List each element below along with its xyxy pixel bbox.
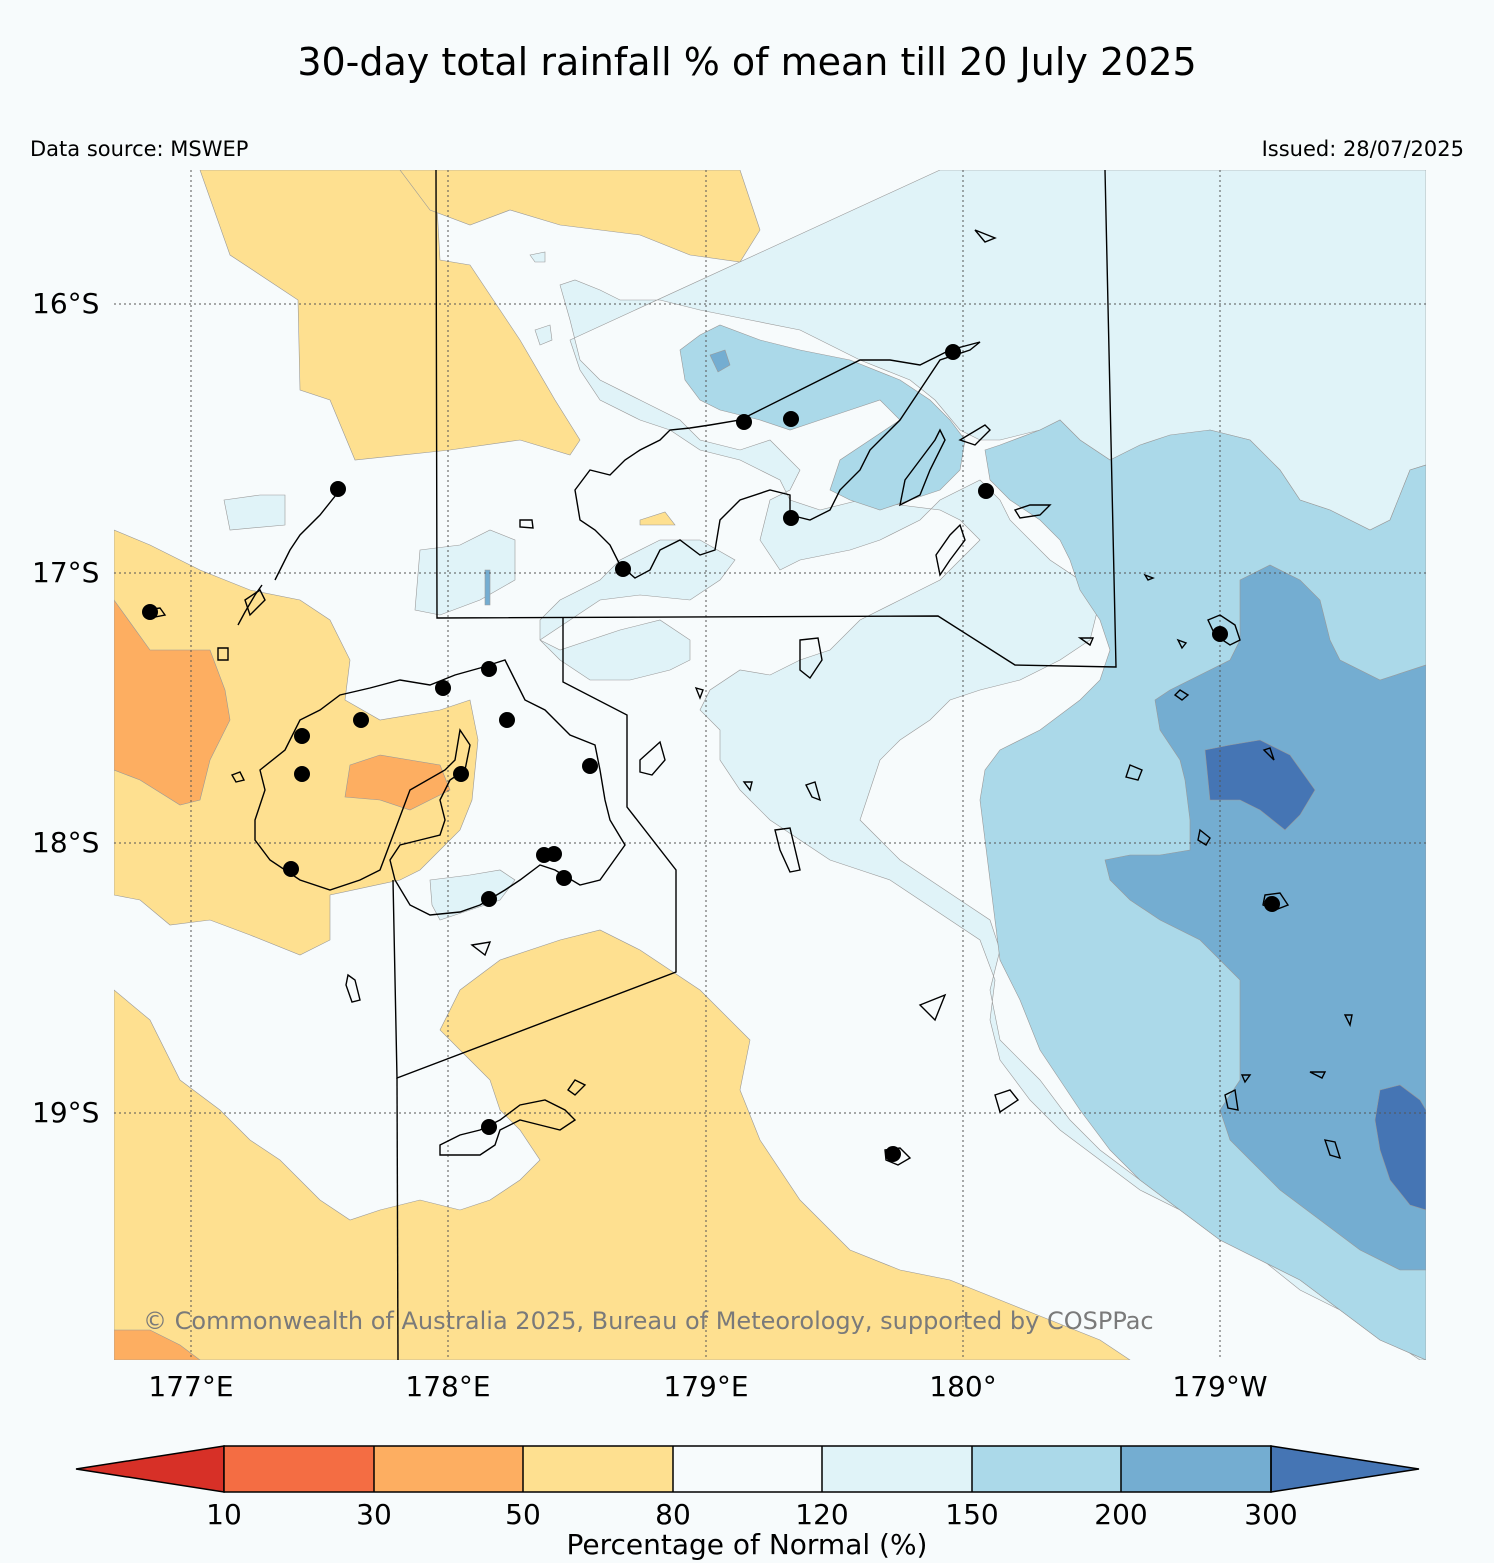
lon-label-179e: 179°E xyxy=(663,1370,748,1403)
rainfall-zone-200-300 xyxy=(484,349,1426,1271)
lon-label-178e: 178°E xyxy=(405,1370,490,1403)
station-marker xyxy=(499,712,515,728)
station-marker xyxy=(294,728,310,744)
station-marker xyxy=(481,1119,497,1135)
station-marker xyxy=(783,510,799,526)
station-marker xyxy=(283,861,299,877)
colorbar-200-300 xyxy=(1121,1446,1271,1492)
colorbar-tick-label: 120 xyxy=(795,1498,848,1531)
grid-lines xyxy=(114,170,1426,1360)
lat-label-17s: 17°S xyxy=(32,556,99,589)
colorbar-50-80 xyxy=(523,1446,673,1492)
station-marker xyxy=(556,870,572,886)
colorbar-tick-label: 30 xyxy=(356,1498,392,1531)
colorbar-10-30 xyxy=(224,1446,374,1492)
colorbar-title: Percentage of Normal (%) xyxy=(567,1528,928,1561)
colorbar-150-200 xyxy=(972,1446,1121,1492)
colorbar-80-120 xyxy=(673,1446,822,1492)
colorbar-legend: 10 30 50 80 120 150 200 300 Percentage o… xyxy=(75,1445,1420,1561)
colorbar-tick-label: 300 xyxy=(1244,1498,1297,1531)
colorbar-lt10 xyxy=(75,1445,225,1493)
station-marker xyxy=(582,758,598,774)
lon-label-177e: 177°E xyxy=(148,1370,233,1403)
rainfall-zone-30-50 xyxy=(114,599,451,1360)
latitude-labels: 16°S 17°S 18°S 19°S xyxy=(32,287,99,1129)
lon-label-179w: 179°W xyxy=(1172,1370,1267,1403)
colorbar-30-50 xyxy=(374,1446,523,1492)
station-markers xyxy=(142,344,1280,1162)
lon-label-180: 180° xyxy=(929,1370,996,1403)
station-marker xyxy=(294,766,310,782)
station-marker xyxy=(481,891,497,907)
colorbar-tick-label: 50 xyxy=(505,1498,541,1531)
station-marker xyxy=(945,344,961,360)
copyright-text: © Commonwealth of Australia 2025, Bureau… xyxy=(143,1307,1154,1335)
lat-label-18s: 18°S xyxy=(32,826,99,859)
admin-boundaries xyxy=(392,170,1117,1360)
data-source-label: Data source: MSWEP xyxy=(30,137,249,161)
colorbar-tick-label: 200 xyxy=(1094,1498,1147,1531)
colorbar-tick-label: 10 xyxy=(206,1498,242,1531)
colorbar-120-150 xyxy=(822,1446,972,1492)
colorbar-tick-label: 150 xyxy=(945,1498,998,1531)
station-marker xyxy=(435,680,451,696)
station-marker xyxy=(1264,896,1280,912)
station-marker xyxy=(546,846,562,862)
map-area: © Commonwealth of Australia 2025, Bureau… xyxy=(114,170,1426,1360)
issued-date-label: Issued: 28/07/2025 xyxy=(1261,137,1464,161)
station-marker xyxy=(783,411,799,427)
longitude-labels: 177°E 178°E 179°E 180° 179°W xyxy=(148,1370,1267,1403)
rainfall-zone-over-300 xyxy=(1204,739,1426,1211)
station-marker xyxy=(330,481,346,497)
rainfall-zone-50-80 xyxy=(114,170,1131,1360)
lat-label-19s: 19°S xyxy=(32,1096,99,1129)
colorbar-tick-label: 80 xyxy=(655,1498,691,1531)
station-marker xyxy=(978,483,994,499)
station-marker xyxy=(453,766,469,782)
station-marker xyxy=(885,1146,901,1162)
station-marker xyxy=(1212,626,1228,642)
station-marker xyxy=(353,712,369,728)
station-marker xyxy=(481,661,497,677)
coastlines xyxy=(143,229,1353,1166)
lat-label-16s: 16°S xyxy=(32,287,99,320)
map-title: 30-day total rainfall % of mean till 20 … xyxy=(297,40,1197,84)
station-marker xyxy=(615,561,631,577)
colorbar-gt300 xyxy=(1270,1445,1420,1493)
station-marker xyxy=(736,414,752,430)
station-marker xyxy=(142,604,158,620)
